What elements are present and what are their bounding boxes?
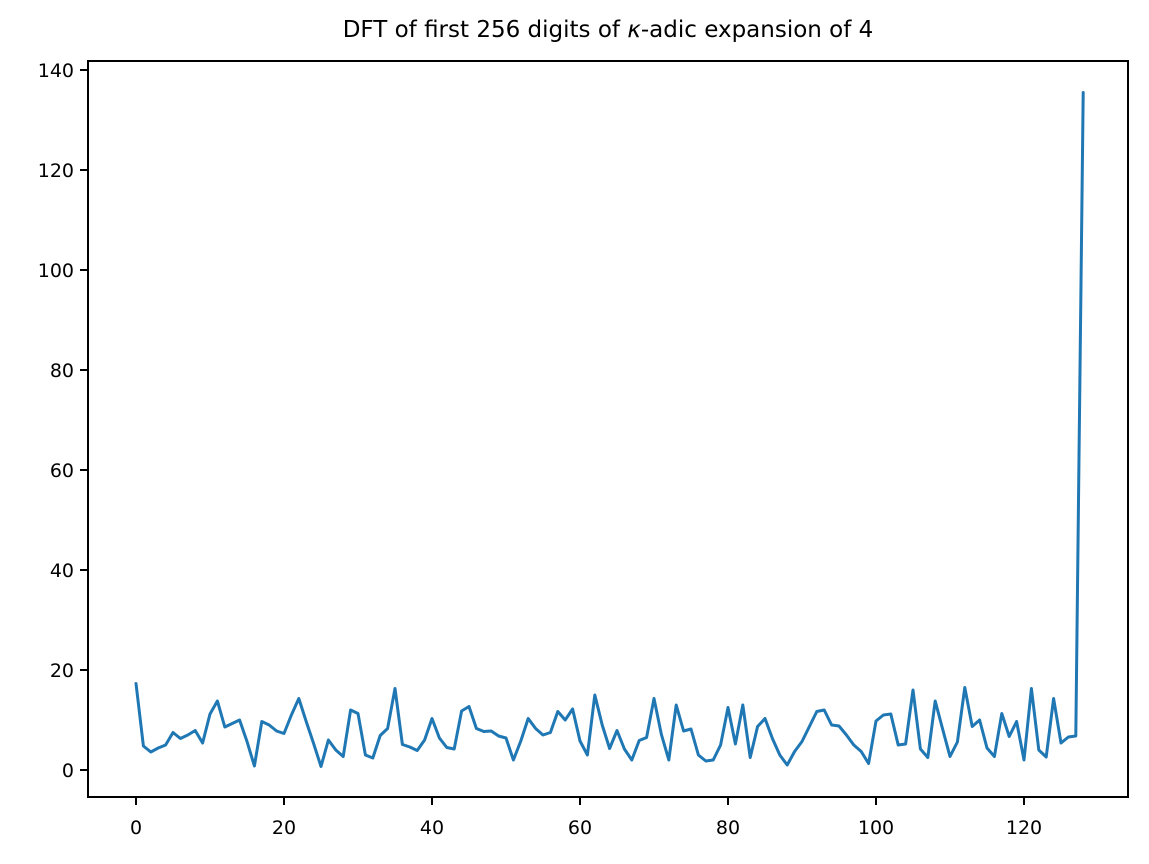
x-tick-label: 80	[716, 817, 740, 839]
chart-title: DFT of first 256 digits of κ-adic expans…	[88, 17, 1128, 43]
y-tick-label: 140	[38, 60, 74, 82]
x-tick-label: 40	[420, 817, 444, 839]
chart-title-prefix: DFT of first 256 digits of	[342, 17, 628, 43]
x-tick-label: 120	[1006, 817, 1042, 839]
axes-frame	[87, 60, 1129, 798]
chart-title-suffix: -adic expansion of 4	[640, 17, 874, 43]
dft-data-line	[134, 91, 1085, 768]
x-tick-label: 0	[130, 817, 142, 839]
y-tick-label: 40	[50, 560, 74, 582]
x-tick-label: 60	[568, 817, 592, 839]
x-tick-label: 100	[858, 817, 894, 839]
y-tick-label: 20	[50, 660, 74, 682]
y-tick-label: 80	[50, 360, 74, 382]
chart-title-kappa: κ	[627, 17, 641, 43]
y-tick-label: 0	[62, 760, 74, 782]
y-tick-label: 100	[38, 260, 74, 282]
x-tick-label: 20	[272, 817, 296, 839]
y-tick-label: 120	[38, 160, 74, 182]
y-tick-label: 60	[50, 460, 74, 482]
